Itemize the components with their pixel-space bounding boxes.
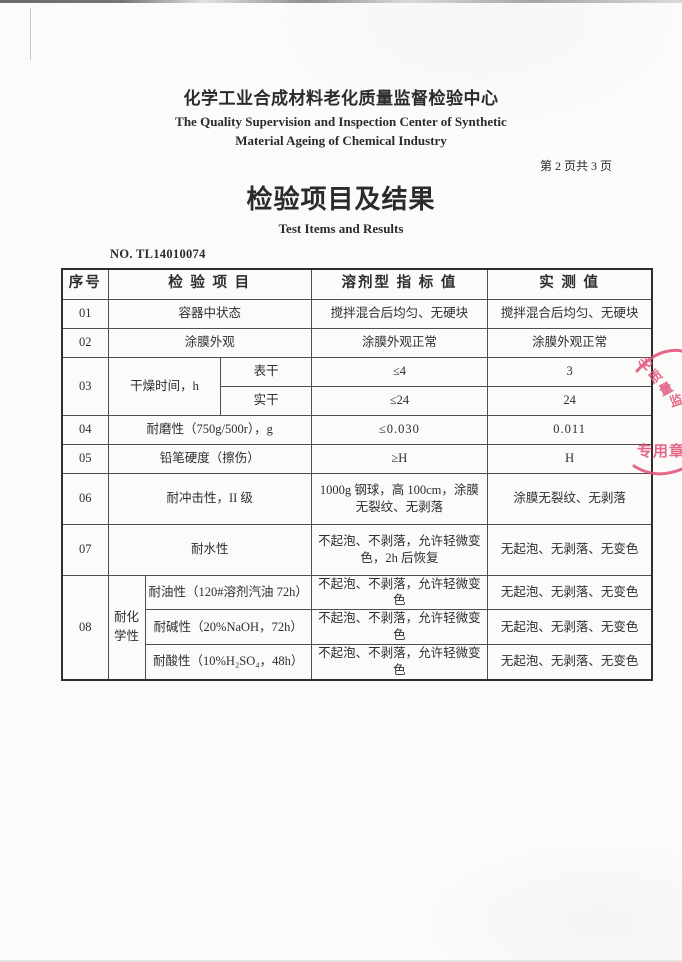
- organization-name-english-line1: The Quality Supervision and Inspection C…: [175, 114, 507, 129]
- cell-measured: 0.011: [486, 414, 653, 445]
- cell-spec: 涂膜外观正常: [310, 327, 488, 358]
- stamp-bottom-arc: [632, 464, 682, 476]
- cell-subitem: 表干: [220, 356, 312, 387]
- cell-spec: ≤24: [310, 385, 488, 416]
- table-row: 耐碱性（20%NaOH，72h） 不起泡、不剥落，允许轻微变色 无起泡、无剥落、…: [62, 609, 653, 645]
- cell-no: 07: [61, 523, 109, 576]
- stamp-top-arc: [635, 348, 682, 373]
- cell-spec: 不起泡、不剥落，允许轻微变色: [310, 643, 488, 681]
- cell-measured: 无起泡、无剥落、无变色: [486, 609, 653, 645]
- scan-artifact-bottom-edge: [0, 960, 682, 962]
- cell-item: 干燥时间，h: [107, 356, 222, 416]
- page-number: 第 2 页共 3 页: [539, 159, 612, 173]
- organization-name-chinese: 化学工业合成材料老化质量监督检验中心: [183, 89, 499, 108]
- table-row: 耐酸性（10%H₂SO₄，48h） 不起泡、不剥落，允许轻微变色 无起泡、无剥落…: [62, 643, 653, 681]
- cell-item: 耐水性: [107, 523, 312, 576]
- cell-measured: 无起泡、无剥落、无变色: [486, 523, 653, 576]
- stamp-arc-char: 量: [657, 379, 676, 398]
- cell-spec: 不起泡、不剥落，允许轻微变色，2h 后恢复: [310, 523, 488, 576]
- cell-spec: 搅拌混合后均匀、无硬块: [310, 298, 488, 329]
- cell-subitem: 耐油性（120#溶剂汽油 72h）: [144, 574, 312, 611]
- cell-subitem: 耐碱性（20%NaOH，72h）: [144, 609, 312, 645]
- cell-spec: ≤0.030: [310, 414, 488, 445]
- cell-item: 耐磨性（750g/500r），g: [107, 414, 312, 445]
- cell-measured: 涂膜外观正常: [486, 327, 653, 358]
- table-row: 06 耐冲击性，II 级 1000g 钢球，高 100cm，涂膜无裂纹、无剥落 …: [61, 472, 653, 525]
- column-header-item: 检 验 项 目: [107, 268, 312, 300]
- stamp-seal-label: 专用章: [637, 442, 682, 460]
- column-header-measured: 实 测 值: [486, 268, 653, 300]
- cell-measured: 3: [486, 356, 653, 387]
- chem-label-line1: 耐化: [113, 610, 139, 625]
- cell-item: 容器中状态: [107, 298, 312, 329]
- cell-spec: 1000g 钢球，高 100cm，涂膜无裂纹、无剥落: [310, 472, 488, 525]
- cell-no: 05: [61, 443, 109, 474]
- column-header-spec: 溶剂型 指 标 值: [310, 268, 488, 300]
- cell-item: 耐冲击性，II 级: [107, 472, 312, 525]
- cell-item: 铅笔硬度（擦伤）: [107, 443, 312, 474]
- document-title-chinese: 检验项目及结果: [246, 185, 436, 214]
- table-row: 01 容器中状态 搅拌混合后均匀、无硬块 搅拌混合后均匀、无硬块: [61, 298, 653, 329]
- table-row: 07 耐水性 不起泡、不剥落，允许轻微变色，2h 后恢复 无起泡、无剥落、无变色: [61, 523, 653, 576]
- table-row: 04 耐磨性（750g/500r），g ≤0.030 0.011: [61, 414, 653, 445]
- cell-subitem: 耐酸性（10%H₂SO₄，48h）: [144, 643, 312, 681]
- chem-label-line2: 学性: [113, 629, 139, 644]
- cell-measured: 搅拌混合后均匀、无硬块: [486, 298, 653, 329]
- scan-artifact-left-mark: [30, 8, 31, 60]
- table-row: 02 涂膜外观 涂膜外观正常 涂膜外观正常: [61, 327, 653, 358]
- table-row: 05 铅笔硬度（擦伤） ≥H H: [61, 443, 653, 474]
- cell-item: 涂膜外观: [107, 327, 312, 358]
- cell-no: 01: [61, 298, 109, 329]
- cell-no: 03: [61, 356, 109, 416]
- cell-no: 06: [61, 472, 109, 525]
- cell-item-group: 耐化 学性: [107, 574, 146, 681]
- cell-no: 02: [61, 327, 109, 358]
- red-seal-stamp-partial: 化 质 量 监 专用章: [632, 348, 682, 476]
- cell-measured: 无起泡、无剥落、无变色: [486, 574, 653, 611]
- cell-measured: H: [486, 443, 653, 474]
- stamp-arc-char: 监: [668, 391, 682, 409]
- cell-spec: ≥H: [310, 443, 488, 474]
- scan-artifact-top-edge: [0, 0, 682, 3]
- table-row: 08 耐化 学性 耐油性（120#溶剂汽油 72h） 不起泡、不剥落，允许轻微变…: [61, 574, 653, 681]
- cell-no: 08: [61, 574, 109, 681]
- cell-subitem: 实干: [220, 385, 312, 416]
- column-header-no: 序号: [61, 268, 109, 300]
- cell-no: 04: [61, 414, 109, 445]
- cell-measured: 无起泡、无剥落、无变色: [486, 643, 653, 681]
- test-results-table: 序号 检 验 项 目 溶剂型 指 标 值 实 测 值 01 容器中状态 搅拌混合…: [61, 268, 654, 681]
- cell-measured: 涂膜无裂纹、无剥落: [486, 472, 653, 525]
- table-row: 实干 ≤24 24: [62, 385, 653, 416]
- cell-spec: 不起泡、不剥落，允许轻微变色: [310, 574, 488, 611]
- report-number: NO. TL14010074: [110, 247, 206, 261]
- table-row: 03 干燥时间，h 表干 ≤4 3: [61, 356, 653, 416]
- cell-measured: 24: [486, 385, 653, 416]
- cell-spec: 不起泡、不剥落，允许轻微变色: [310, 609, 488, 645]
- document-title-english: Test Items and Results: [278, 221, 404, 236]
- cell-spec: ≤4: [310, 356, 488, 387]
- organization-name-english-line2: Material Ageing of Chemical Industry: [235, 133, 447, 148]
